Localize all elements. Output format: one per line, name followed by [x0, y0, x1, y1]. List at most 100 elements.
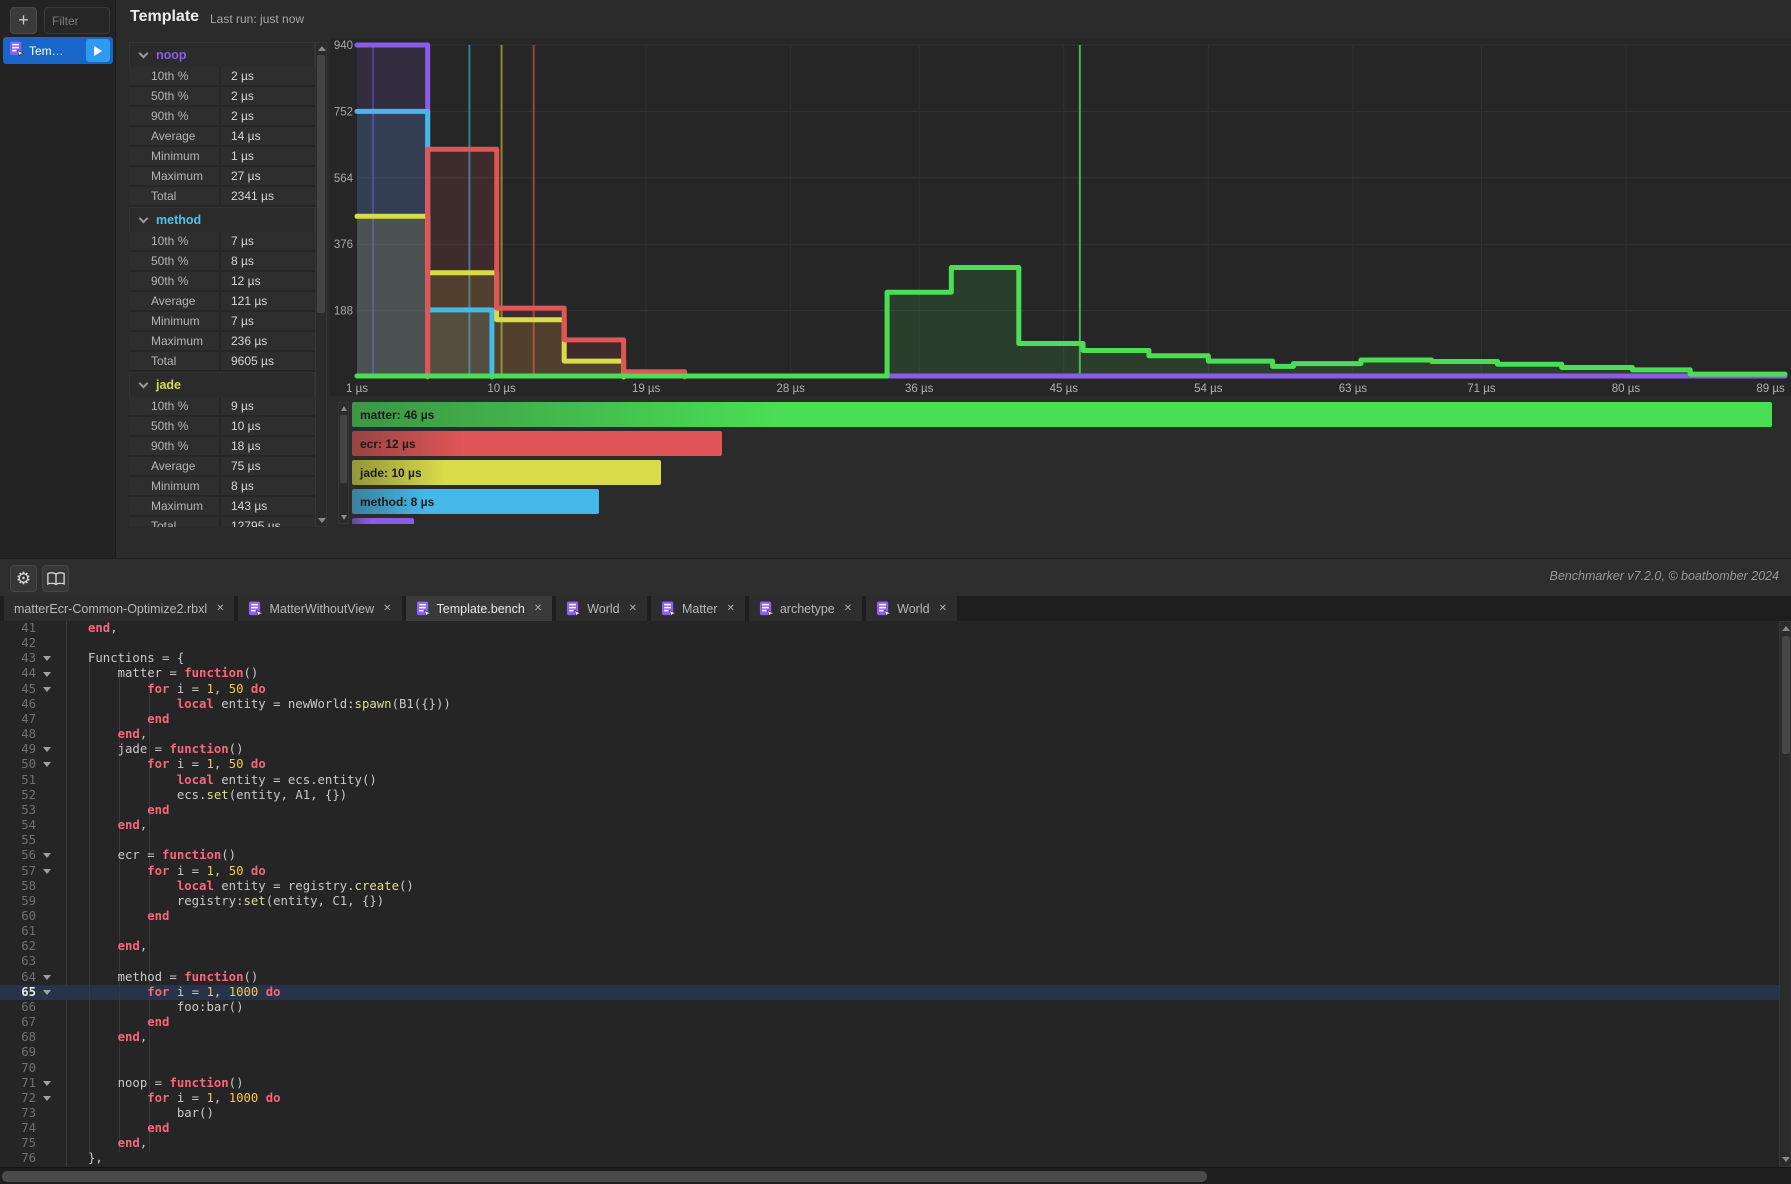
code-line[interactable]: 76}, [0, 1151, 1791, 1166]
stat-row: Average 14 µs [129, 127, 315, 147]
fold-arrow-icon[interactable] [36, 666, 58, 681]
fold-arrow-icon[interactable] [36, 682, 58, 697]
fold-arrow-icon[interactable] [36, 848, 58, 863]
fold-arrow-icon[interactable] [36, 970, 58, 985]
tab-matterwithoutview[interactable]: MatterWithoutView ✕ [238, 596, 402, 621]
scroll-down-icon[interactable] [1782, 1157, 1790, 1162]
code-line[interactable]: 58 local entity = registry.create() [0, 879, 1791, 894]
close-icon[interactable]: ✕ [216, 603, 225, 614]
code-line[interactable]: 63 [0, 954, 1791, 969]
scroll-down-icon[interactable] [318, 518, 326, 523]
code-line[interactable]: 52 ecs.set(entity, A1, {}) [0, 788, 1791, 803]
indent-guide [119, 651, 120, 1152]
code-line[interactable]: 51 local entity = ecs.entity() [0, 773, 1791, 788]
stat-value: 27 µs [231, 169, 261, 183]
fold-arrow-icon[interactable] [36, 864, 58, 879]
scroll-down-icon[interactable] [341, 515, 347, 520]
fold-gutter [36, 1000, 58, 1015]
editor-vscrollbar-thumb[interactable] [1782, 636, 1790, 754]
code-line[interactable]: 56 ecr = function() [0, 848, 1791, 863]
last-run-status: Last run: just now [210, 12, 305, 26]
legend-scrollbar[interactable] [338, 402, 349, 524]
code-text: jade = function() [88, 742, 244, 757]
close-icon[interactable]: ✕ [938, 603, 947, 614]
docs-button[interactable] [42, 565, 69, 592]
tab-matterecr-common-optimize2-rbxl[interactable]: matterEcr-Common-Optimize2.rbxl ✕ [4, 596, 235, 621]
code-line[interactable]: 66 foo:bar() [0, 1000, 1791, 1015]
close-icon[interactable]: ✕ [533, 603, 543, 614]
add-benchmark-button[interactable]: + [10, 7, 37, 34]
code-line[interactable]: 53 end [0, 803, 1791, 818]
editor-vscrollbar[interactable] [1779, 621, 1791, 1167]
code-line[interactable]: 55 [0, 833, 1791, 848]
legend-scrollbar-thumb[interactable] [340, 415, 347, 483]
fold-arrow-icon[interactable] [36, 1091, 58, 1106]
code-line[interactable]: 67 end [0, 1015, 1791, 1030]
code-line[interactable]: 49 jade = function() [0, 742, 1791, 757]
code-line[interactable]: 69 [0, 1045, 1791, 1060]
code-line[interactable]: 42 [0, 636, 1791, 651]
legend-bar-jade[interactable]: jade: 10 µs [352, 460, 661, 485]
benchmark-list-item-template[interactable]: Tem… [3, 37, 113, 64]
code-line[interactable]: 45 for i = 1, 50 do [0, 682, 1791, 697]
stat-row: Total 9605 µs [129, 352, 315, 372]
code-line[interactable]: 46 local entity = newWorld:spawn(B1({})) [0, 697, 1791, 712]
fold-arrow-icon[interactable] [36, 742, 58, 757]
close-icon[interactable]: ✕ [726, 603, 735, 614]
legend-bar-method[interactable]: method: 8 µs [352, 489, 599, 514]
stat-label: Maximum [129, 497, 221, 515]
close-icon[interactable]: ✕ [628, 603, 638, 614]
filter-input[interactable] [44, 7, 110, 34]
tab-matter[interactable]: Matter ✕ [651, 596, 745, 621]
code-line[interactable]: 44 matter = function() [0, 666, 1791, 681]
code-line[interactable]: 60 end [0, 909, 1791, 924]
editor-hscrollbar[interactable] [0, 1167, 1791, 1184]
code-line[interactable]: 47 end [0, 712, 1791, 727]
code-line[interactable]: 54 end, [0, 818, 1791, 833]
tab-template-bench[interactable]: Template.bench ✕ [405, 596, 553, 621]
code-line[interactable]: 57 for i = 1, 50 do [0, 864, 1791, 879]
settings-button[interactable]: ⚙ [10, 565, 37, 592]
code-line[interactable]: 72 for i = 1, 1000 do [0, 1091, 1791, 1106]
code-line[interactable]: 68 end, [0, 1030, 1791, 1045]
fold-arrow-icon[interactable] [36, 985, 58, 1000]
legend-bar-noop[interactable]: noop: 2 µs [352, 518, 420, 524]
section-header-method[interactable]: method [129, 207, 315, 232]
run-benchmark-button[interactable] [86, 39, 110, 62]
fold-arrow-icon[interactable] [36, 651, 58, 666]
legend-bar-ecr[interactable]: ecr: 12 µs [352, 431, 723, 456]
code-line[interactable]: 73 bar() [0, 1106, 1791, 1121]
code-line[interactable]: 43 Functions = { [0, 651, 1791, 666]
editor-hscrollbar-thumb[interactable] [2, 1171, 1207, 1182]
code-line[interactable]: 71 noop = function() [0, 1076, 1791, 1091]
fold-gutter [36, 924, 58, 939]
scroll-up-icon[interactable] [341, 406, 347, 411]
legend-bar-matter[interactable]: matter: 46 µs [352, 402, 1772, 427]
fold-arrow-icon[interactable] [36, 1076, 58, 1091]
code-line[interactable]: 41 end, [0, 621, 1791, 636]
code-line[interactable]: 74 end [0, 1121, 1791, 1136]
code-line[interactable]: 64 method = function() [0, 970, 1791, 985]
close-icon[interactable]: ✕ [383, 603, 392, 614]
tab-archetype[interactable]: archetype ✕ [748, 596, 863, 621]
code-line[interactable]: 62 end, [0, 939, 1791, 954]
code-line[interactable]: 75 end, [0, 1136, 1791, 1151]
section-header-noop[interactable]: noop [129, 42, 315, 67]
code-line[interactable]: 48 end, [0, 727, 1791, 742]
code-line[interactable]: 70 [0, 1061, 1791, 1076]
code-editor[interactable]: 41 end, 42 43 Functions = {44 matter = funct… [0, 621, 1791, 1167]
code-line[interactable]: 59 registry:set(entity, C1, {}) [0, 894, 1791, 909]
scroll-up-icon[interactable] [1782, 626, 1790, 631]
close-icon[interactable]: ✕ [843, 603, 853, 614]
section-header-jade[interactable]: jade [129, 372, 315, 397]
code-line[interactable]: 50 for i = 1, 50 do [0, 757, 1791, 772]
scroll-up-icon[interactable] [318, 46, 326, 51]
code-line[interactable]: 65 for i = 1, 1000 do [0, 985, 1791, 1000]
tab-world[interactable]: World ✕ [556, 596, 648, 621]
fold-arrow-icon[interactable] [36, 757, 58, 772]
code-line[interactable]: 61 [0, 924, 1791, 939]
tab-world[interactable]: World ✕ [866, 596, 957, 621]
code-text: local entity = newWorld:spawn(B1({})) [176, 696, 451, 711]
stats-scrollbar-thumb[interactable] [317, 55, 325, 313]
stats-scrollbar[interactable] [315, 42, 327, 527]
